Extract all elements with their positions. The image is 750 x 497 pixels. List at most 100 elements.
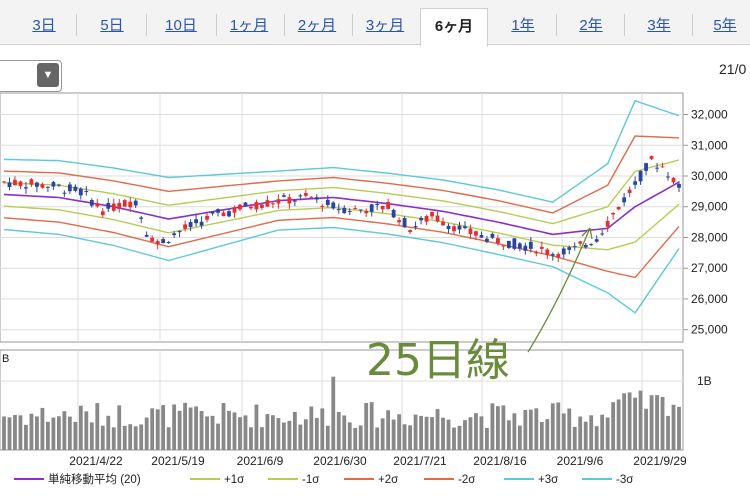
volume-bar	[249, 427, 253, 450]
legend-label: -2σ	[458, 474, 475, 486]
plus-2-sigma-line	[3, 135, 680, 214]
date-tick-label: 2021/5/19	[151, 454, 205, 468]
candle-body	[397, 220, 402, 223]
volume-bar	[380, 418, 385, 450]
volume-bar	[660, 396, 665, 450]
volume-bar	[528, 409, 533, 450]
candle-body	[265, 200, 270, 207]
candle-body	[238, 204, 242, 210]
plus-3-sigma-line	[3, 99, 680, 203]
candle-body	[627, 189, 632, 193]
tab-separator	[692, 14, 693, 36]
tab-5-days[interactable]: 5日	[100, 17, 124, 34]
volume-bar	[430, 417, 434, 450]
candle-body	[485, 238, 489, 242]
volume-bar	[183, 402, 188, 450]
candle-body	[517, 243, 522, 249]
candle-body	[7, 182, 12, 188]
volume-bar	[353, 427, 358, 450]
candle-body	[117, 202, 122, 209]
candle-body	[474, 231, 478, 236]
tab-2-years[interactable]: 2年	[579, 17, 603, 34]
candle-body	[232, 207, 237, 213]
volume-bar	[594, 426, 599, 450]
volume-bar	[298, 424, 303, 450]
candle-body	[391, 209, 396, 218]
candle-body	[495, 238, 500, 244]
volume-bar	[221, 403, 226, 450]
price-tick-label: 28,000	[691, 230, 728, 244]
candle-body	[413, 226, 418, 228]
candle-body	[545, 249, 550, 255]
candle-body	[309, 196, 314, 198]
candle-body	[35, 182, 39, 187]
candle-body	[227, 211, 231, 217]
candle-body	[633, 181, 638, 185]
tab-separator	[146, 14, 147, 36]
tab-5-years[interactable]: 5年	[713, 17, 737, 34]
volume-bar	[89, 422, 94, 450]
tab-1-year[interactable]: 1年	[511, 17, 535, 34]
legend-label: 単純移動平均 (20)	[48, 472, 141, 486]
candle-body	[2, 181, 6, 183]
volume-bar	[270, 415, 275, 450]
volume-bar	[265, 414, 270, 450]
legend-label: +3σ	[538, 474, 558, 486]
volume-bar	[633, 397, 638, 450]
candle-body	[62, 192, 67, 194]
price-tick-label: 32,000	[691, 108, 728, 122]
candle-body	[320, 205, 325, 207]
volume-bar	[501, 405, 506, 450]
volume-bar	[397, 414, 402, 450]
tab-2-months[interactable]: 2ヶ月	[297, 17, 337, 34]
candle-body	[314, 197, 319, 200]
volume-bar	[517, 425, 522, 450]
volume-bar	[122, 425, 127, 450]
candle-body	[457, 225, 462, 230]
volume-bar	[506, 420, 511, 450]
annotation-arrow	[527, 227, 591, 353]
candle-body	[18, 181, 23, 187]
candle-body	[194, 219, 198, 224]
candle-body	[660, 166, 665, 168]
tab-1-month[interactable]: 1ヶ月	[229, 17, 269, 34]
date-tick-label: 2021/4/22	[69, 454, 123, 468]
date-tick-label: 2021/8/16	[473, 454, 527, 468]
candle-body	[111, 203, 116, 211]
volume-bar	[419, 415, 423, 450]
tab-6-months[interactable]: 6ヶ月	[420, 8, 488, 47]
tab-3-months[interactable]: 3ヶ月	[365, 17, 405, 34]
candle-body	[139, 217, 144, 219]
candle-body	[441, 221, 445, 226]
volume-bar	[150, 408, 155, 450]
candle-body	[572, 246, 577, 248]
chevron-down-icon[interactable]: ▼	[37, 63, 59, 87]
candle-body	[501, 245, 506, 247]
candle-body	[298, 195, 303, 197]
volume-bar	[243, 415, 248, 450]
candle-body	[331, 202, 336, 209]
candle-body	[172, 233, 177, 236]
tab-10-days[interactable]: 10日	[165, 17, 197, 34]
volume-bar	[424, 416, 429, 450]
volume-bar	[572, 426, 577, 450]
candle-body	[605, 221, 610, 227]
candle-body	[622, 197, 627, 203]
candle-body	[611, 212, 616, 215]
candle-body	[78, 188, 83, 196]
volume-bar	[545, 419, 550, 450]
indicator-select[interactable]: ▼	[0, 60, 62, 92]
volume-bar	[2, 416, 6, 450]
candle-body	[589, 244, 594, 246]
tab-separator	[556, 14, 557, 36]
candle-body	[150, 237, 155, 242]
volume-bar	[413, 414, 418, 450]
volume-bar	[474, 413, 478, 450]
volume-bar	[666, 415, 670, 450]
volume-bar	[172, 404, 177, 450]
candle-body	[534, 252, 539, 254]
candle-body	[51, 182, 56, 187]
tab-3-days[interactable]: 3日	[32, 17, 56, 34]
tab-3-years[interactable]: 3年	[647, 17, 671, 34]
candle-body	[430, 212, 434, 217]
